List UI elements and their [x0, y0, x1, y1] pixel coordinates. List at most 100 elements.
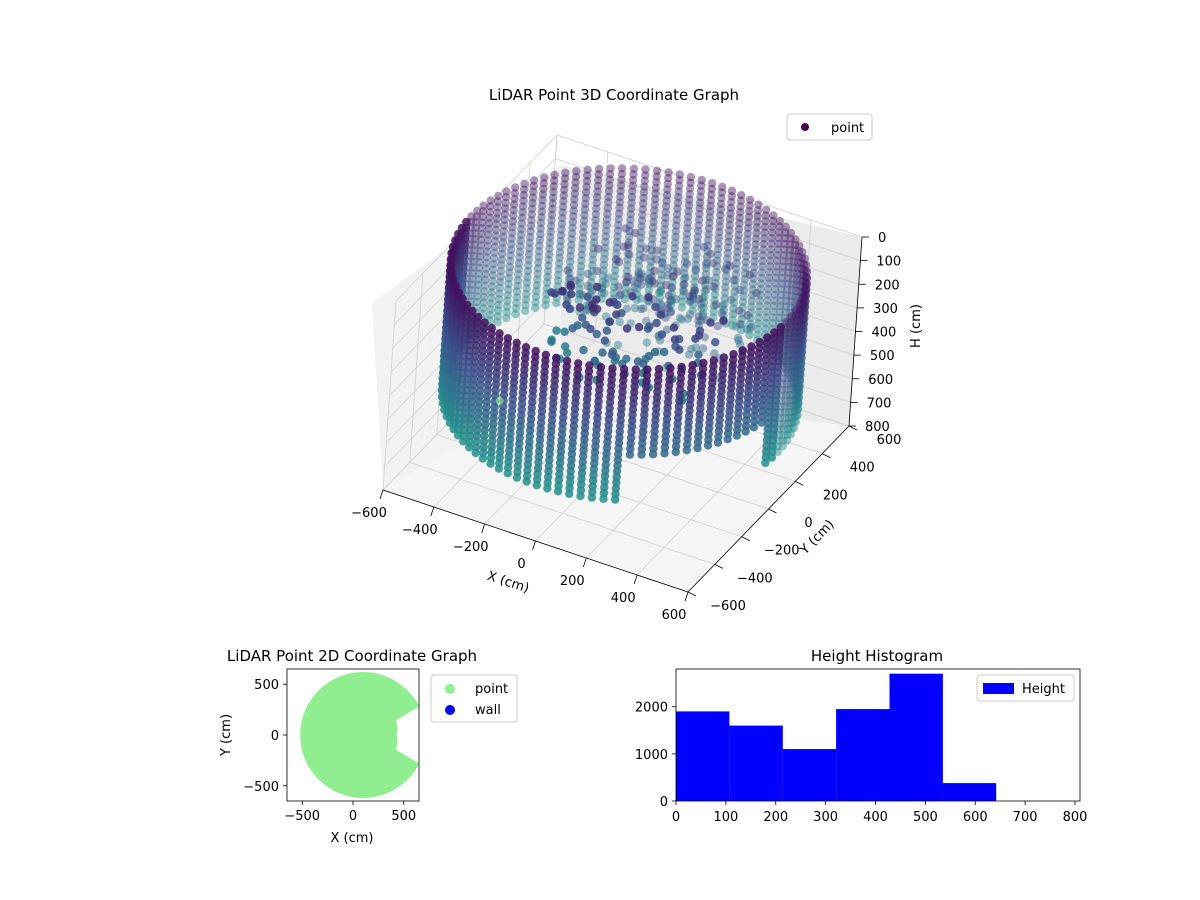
data-point-3d: [579, 227, 588, 237]
data-point-3d: [801, 290, 810, 299]
data-point-3d: [498, 238, 508, 247]
data-point-3d: [500, 215, 509, 225]
data-point-3d: [637, 450, 646, 459]
data-point-3d: [671, 295, 681, 304]
data-point-3d: [744, 223, 753, 233]
data-point-3d: [776, 296, 785, 305]
data-point-3d: [788, 337, 797, 347]
data-point-3d: [694, 295, 703, 304]
data-point-3d: [465, 443, 474, 452]
data-point-3d: [743, 311, 752, 320]
x-tick-label-histogram: 400: [863, 810, 888, 825]
data-point-3d: [507, 234, 516, 243]
data-point-3d: [779, 251, 788, 260]
data-point-3d: [794, 386, 804, 395]
data-point-3d: [688, 291, 697, 301]
data-point-3d: [780, 239, 789, 249]
data-point-3d: [686, 172, 696, 182]
data-point-3d: [522, 278, 532, 287]
data-point-3d: [798, 329, 807, 339]
data-point-3d: [549, 182, 558, 191]
data-point-3d: [614, 220, 623, 230]
data-point-3d: [786, 390, 795, 400]
data-point-3d: [575, 279, 584, 288]
data-point-3d: [797, 253, 807, 262]
data-point-3d: [662, 196, 671, 206]
data-point-3d: [640, 182, 649, 191]
data-point-3d: [773, 245, 783, 254]
data-point-3d: [794, 311, 804, 320]
y-axis-label-3d: Y (cm): [797, 517, 838, 558]
data-point-3d: [788, 343, 797, 352]
data-point-3d: [798, 317, 807, 327]
data-point-3d: [566, 246, 576, 255]
data-point-3d: [526, 227, 535, 236]
data-point-3d: [753, 330, 762, 339]
data-point-3d: [646, 263, 655, 272]
data-point-3d: [778, 442, 787, 451]
data-point-3d: [534, 247, 544, 256]
data-point-3d: [720, 288, 730, 298]
data-point-3d: [522, 289, 531, 299]
data-point-3d: [783, 368, 792, 377]
data-point-3d: [798, 326, 807, 336]
data-point-3d: [795, 360, 805, 370]
data-point-3d: [680, 280, 689, 289]
x-tick-label-3d: −200: [453, 540, 489, 555]
data-point-3d: [751, 234, 761, 243]
data-point-3d: [800, 295, 810, 305]
data-point-3d: [624, 243, 633, 253]
data-point-3d: [784, 407, 794, 417]
histogram-bar: [676, 711, 730, 801]
data-point-3d: [605, 175, 614, 184]
data-point-3d: [720, 300, 729, 309]
data-point-3d: [628, 175, 638, 185]
data-point-3d: [677, 303, 687, 312]
data-point-3d: [600, 249, 609, 258]
data-point-3d: [623, 249, 633, 258]
data-point-3d: [661, 213, 670, 223]
data-point-3d: [714, 239, 723, 248]
data-point-3d: [587, 266, 597, 276]
y-tick-mark-3d: [768, 508, 777, 514]
legend-3d-marker: [801, 123, 809, 131]
data-point-3d: [575, 289, 585, 299]
data-point-3d: [472, 217, 481, 227]
data-point-3d: [738, 303, 747, 312]
data-point-3d: [478, 212, 487, 222]
data-point-3d: [794, 252, 803, 262]
data-point-3d: [754, 307, 764, 317]
data-point-3d: [662, 202, 671, 211]
data-point-3d: [675, 176, 684, 185]
legend-histogram: Height: [976, 674, 1075, 702]
x-tick-mark-3d: [684, 591, 689, 602]
data-point-3d: [800, 283, 809, 292]
data-point-3d: [568, 324, 577, 333]
data-point-3d: [742, 252, 751, 261]
data-point-3d: [680, 263, 689, 272]
data-point-3d: [787, 291, 796, 301]
z-ticks-3d: 0 100 200 300 400 500 600 700 800: [849, 231, 901, 435]
data-point-3d: [637, 216, 647, 225]
data-point-3d: [613, 237, 622, 247]
data-point-3d: [784, 337, 793, 346]
data-point-3d: [517, 213, 527, 222]
data-point-3d: [539, 184, 548, 194]
chart-title-histogram: Height Histogram: [811, 647, 943, 665]
data-point-3d: [523, 267, 533, 276]
data-point-3d: [782, 385, 791, 394]
data-point-3d: [763, 296, 772, 305]
data-point-3d: [491, 237, 500, 246]
data-point-3d: [510, 194, 519, 203]
data-point-3d: [750, 257, 759, 266]
data-point-3d: [650, 200, 659, 210]
data-point-3d: [791, 401, 800, 410]
data-point-3d: [592, 198, 601, 208]
data-point-3d: [617, 169, 627, 179]
data-point-3d: [490, 242, 499, 252]
data-point-3d: [794, 298, 803, 308]
data-point-3d: [734, 225, 744, 234]
data-point-3d: [604, 198, 613, 207]
data-point-3d: [685, 310, 695, 319]
data-point-3d: [648, 234, 657, 244]
